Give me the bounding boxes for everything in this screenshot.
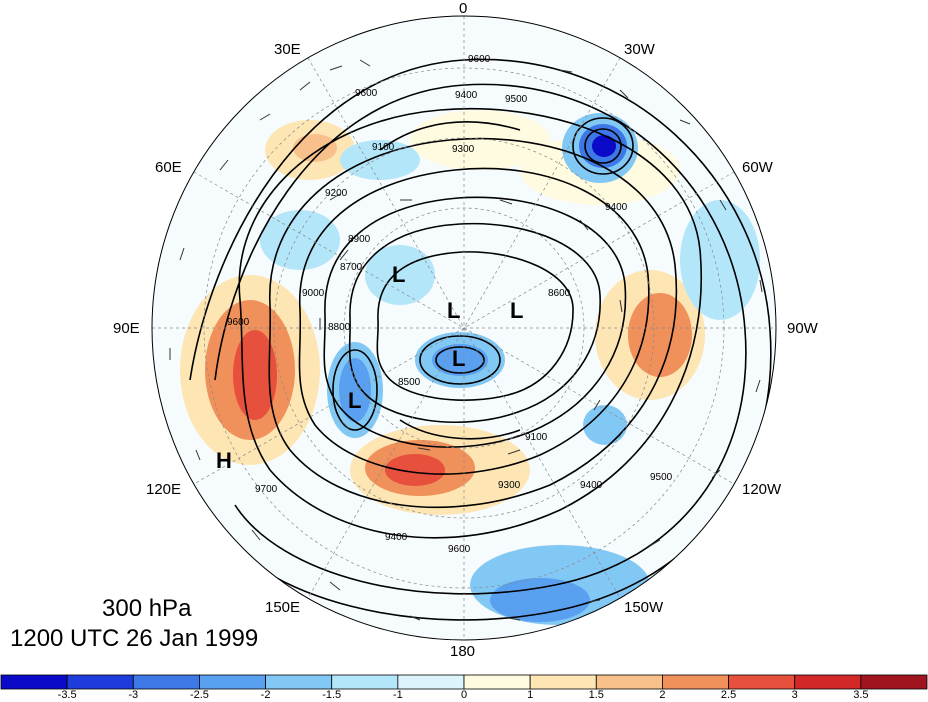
colorbar-swatch bbox=[265, 674, 333, 690]
contour-label: 8900 bbox=[348, 234, 371, 245]
low-center-marker: L bbox=[510, 298, 523, 323]
lon-label-90w: 90W bbox=[787, 320, 818, 337]
lon-label-90e: 90E bbox=[113, 320, 140, 337]
colorbar-tick-label: -2.5 bbox=[189, 689, 209, 701]
contour-label: 9600 bbox=[468, 54, 491, 65]
lon-label-180: 180 bbox=[450, 643, 476, 660]
contour-label: 9500 bbox=[505, 94, 528, 105]
lon-label-30e: 30E bbox=[274, 41, 301, 58]
contour-label: 9200 bbox=[325, 188, 348, 199]
colorbar-tick-label: 3.5 bbox=[853, 689, 869, 701]
contour-label: 9400 bbox=[605, 202, 628, 213]
low-center-marker: L bbox=[447, 298, 460, 323]
lon-label-120w: 120W bbox=[742, 481, 782, 498]
colorbar-tick-label: 2.5 bbox=[720, 689, 737, 701]
lon-label-60w: 60W bbox=[742, 159, 773, 176]
colorbar-swatch bbox=[397, 674, 465, 690]
contour-label: 9500 bbox=[650, 472, 673, 483]
lat-lon-grid bbox=[152, 16, 776, 640]
contour-label: 9400 bbox=[580, 480, 603, 491]
colorbar-swatch bbox=[0, 674, 68, 690]
colorbar-tick-label: -2 bbox=[260, 689, 271, 701]
level-title: 300 hPa bbox=[102, 595, 192, 622]
lon-label-120e: 120E bbox=[146, 481, 182, 498]
colorbar-swatch bbox=[66, 674, 134, 690]
colorbar-swatch bbox=[199, 674, 266, 690]
low-center-marker: L bbox=[348, 388, 361, 413]
lon-label-60e: 60E bbox=[155, 159, 182, 176]
colorbar-tick-label: 2 bbox=[659, 689, 666, 701]
colorbar-tick-label: -1.5 bbox=[322, 689, 342, 701]
pressure-centers: L L L L L H bbox=[216, 262, 523, 473]
map-disk-border bbox=[151, 15, 777, 641]
colorbar bbox=[0, 674, 928, 690]
colorbar-swatch bbox=[331, 674, 399, 690]
colorbar-swatch bbox=[860, 674, 928, 690]
contour-label: 8800 bbox=[328, 322, 351, 333]
colorbar-swatch bbox=[595, 674, 663, 690]
lon-label-150w: 150W bbox=[624, 599, 664, 616]
colorbar-swatch bbox=[728, 674, 796, 690]
colorbar-tick-label: 3 bbox=[791, 689, 798, 701]
datetime-title: 1200 UTC 26 Jan 1999 bbox=[10, 625, 259, 652]
lon-label-150e: 150E bbox=[265, 599, 301, 616]
contour-label: 9700 bbox=[255, 484, 278, 495]
contour-label: 9300 bbox=[498, 480, 521, 491]
contour-label: 9400 bbox=[385, 532, 408, 543]
high-center-marker: H bbox=[216, 448, 232, 473]
colorbar-tick-label: 1 bbox=[527, 689, 534, 701]
contour-label: 9600 bbox=[227, 317, 250, 328]
contour-label: 9400 bbox=[455, 90, 478, 101]
colorbar-swatch bbox=[529, 674, 597, 690]
low-center-marker: L bbox=[452, 346, 465, 371]
contour-label: 9600 bbox=[448, 544, 471, 555]
low-center-marker: L bbox=[392, 262, 405, 287]
contour-label: 8700 bbox=[340, 262, 363, 273]
colorbar-swatch bbox=[794, 674, 862, 690]
contour-label: 9100 bbox=[372, 142, 395, 153]
colorbar-tick-label: -3 bbox=[128, 689, 139, 701]
lon-label-0: 0 bbox=[459, 0, 468, 17]
colorbar-swatch bbox=[463, 674, 531, 690]
contour-label: 9100 bbox=[525, 432, 548, 443]
colorbar-tick-label: -3.5 bbox=[57, 689, 77, 701]
contour-label: 9300 bbox=[452, 144, 475, 155]
contour-label: 8600 bbox=[548, 288, 571, 299]
colorbar-tick-label: 1.5 bbox=[588, 689, 604, 701]
colorbar-swatch bbox=[662, 674, 729, 690]
lon-label-30w: 30W bbox=[624, 41, 655, 58]
height-contours bbox=[189, 58, 772, 621]
contour-label: 8500 bbox=[398, 377, 421, 388]
colorbar-tick-label: 0 bbox=[460, 689, 468, 701]
colorbar-swatch bbox=[132, 674, 200, 690]
contour-label: 9000 bbox=[302, 288, 325, 299]
contour-label-layer: 9600 9400 9500 9300 9100 9200 8900 8700 … bbox=[227, 54, 673, 555]
wind-barbs bbox=[169, 59, 763, 621]
contour-label: 9600 bbox=[355, 88, 378, 99]
colorbar-tick-label: -1 bbox=[392, 689, 403, 701]
